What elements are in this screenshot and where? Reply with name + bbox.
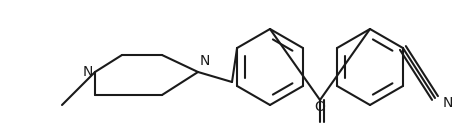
Text: O: O <box>315 100 325 114</box>
Text: N: N <box>443 96 453 110</box>
Text: N: N <box>200 54 210 68</box>
Text: N: N <box>83 65 93 79</box>
